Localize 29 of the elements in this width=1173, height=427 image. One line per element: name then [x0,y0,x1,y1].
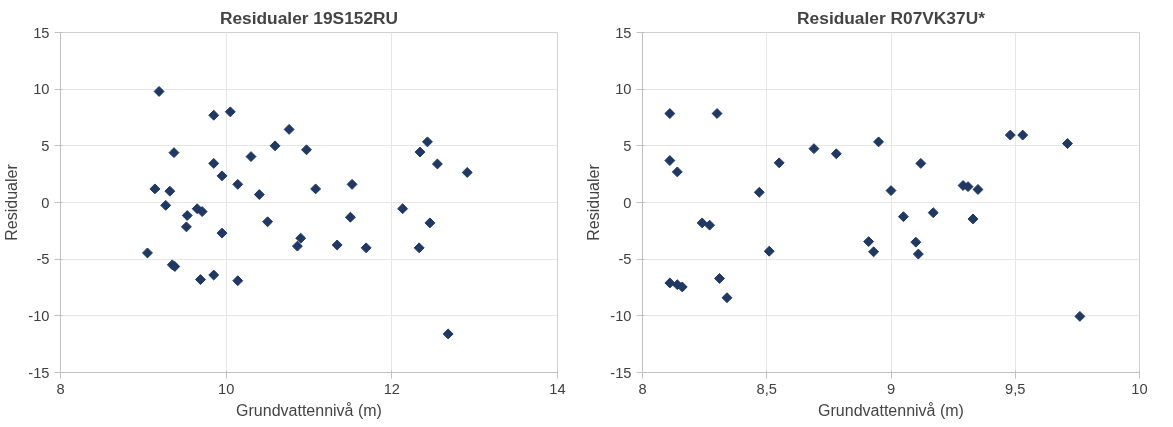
x-tick-label: 14 [549,380,566,397]
x-tick-label: 9 [886,380,896,397]
y-tick-label: -15 [28,364,50,381]
x-tick-label: 12 [383,380,400,397]
y-tick-label: -5 [36,251,50,268]
x-tick-label: 8,5 [756,380,777,397]
y-axis-title: Residualer [3,163,21,241]
x-axis-title: Grundvattennivå (m) [818,401,964,419]
y-tick-label: 5 [41,137,50,154]
y-tick-label: -15 [610,364,632,381]
y-tick-label: 10 [615,81,632,98]
x-axis-title: Grundvattennivå (m) [236,401,382,419]
chart-title: Residualer 19S152RU [219,7,399,28]
x-tick-label: 8 [56,380,65,397]
chart-title: Residualer R07VK37U* [797,7,986,28]
x-tick-label: 9,5 [1005,380,1026,397]
y-tick-label: 15 [33,24,50,41]
y-tick-label: -5 [618,251,632,268]
y-tick-label: 0 [623,194,632,211]
y-tick-label: 0 [41,194,50,211]
y-tick-label: -10 [28,307,50,324]
y-tick-label: 5 [623,137,632,154]
y-tick-label: -10 [610,307,632,324]
y-tick-label: 10 [33,81,50,98]
x-tick-label: 10 [1131,380,1148,397]
x-tick-label: 10 [218,380,235,397]
y-tick-label: 15 [615,24,632,41]
y-axis-title: Residualer [585,163,603,241]
x-tick-label: 8 [638,380,647,397]
